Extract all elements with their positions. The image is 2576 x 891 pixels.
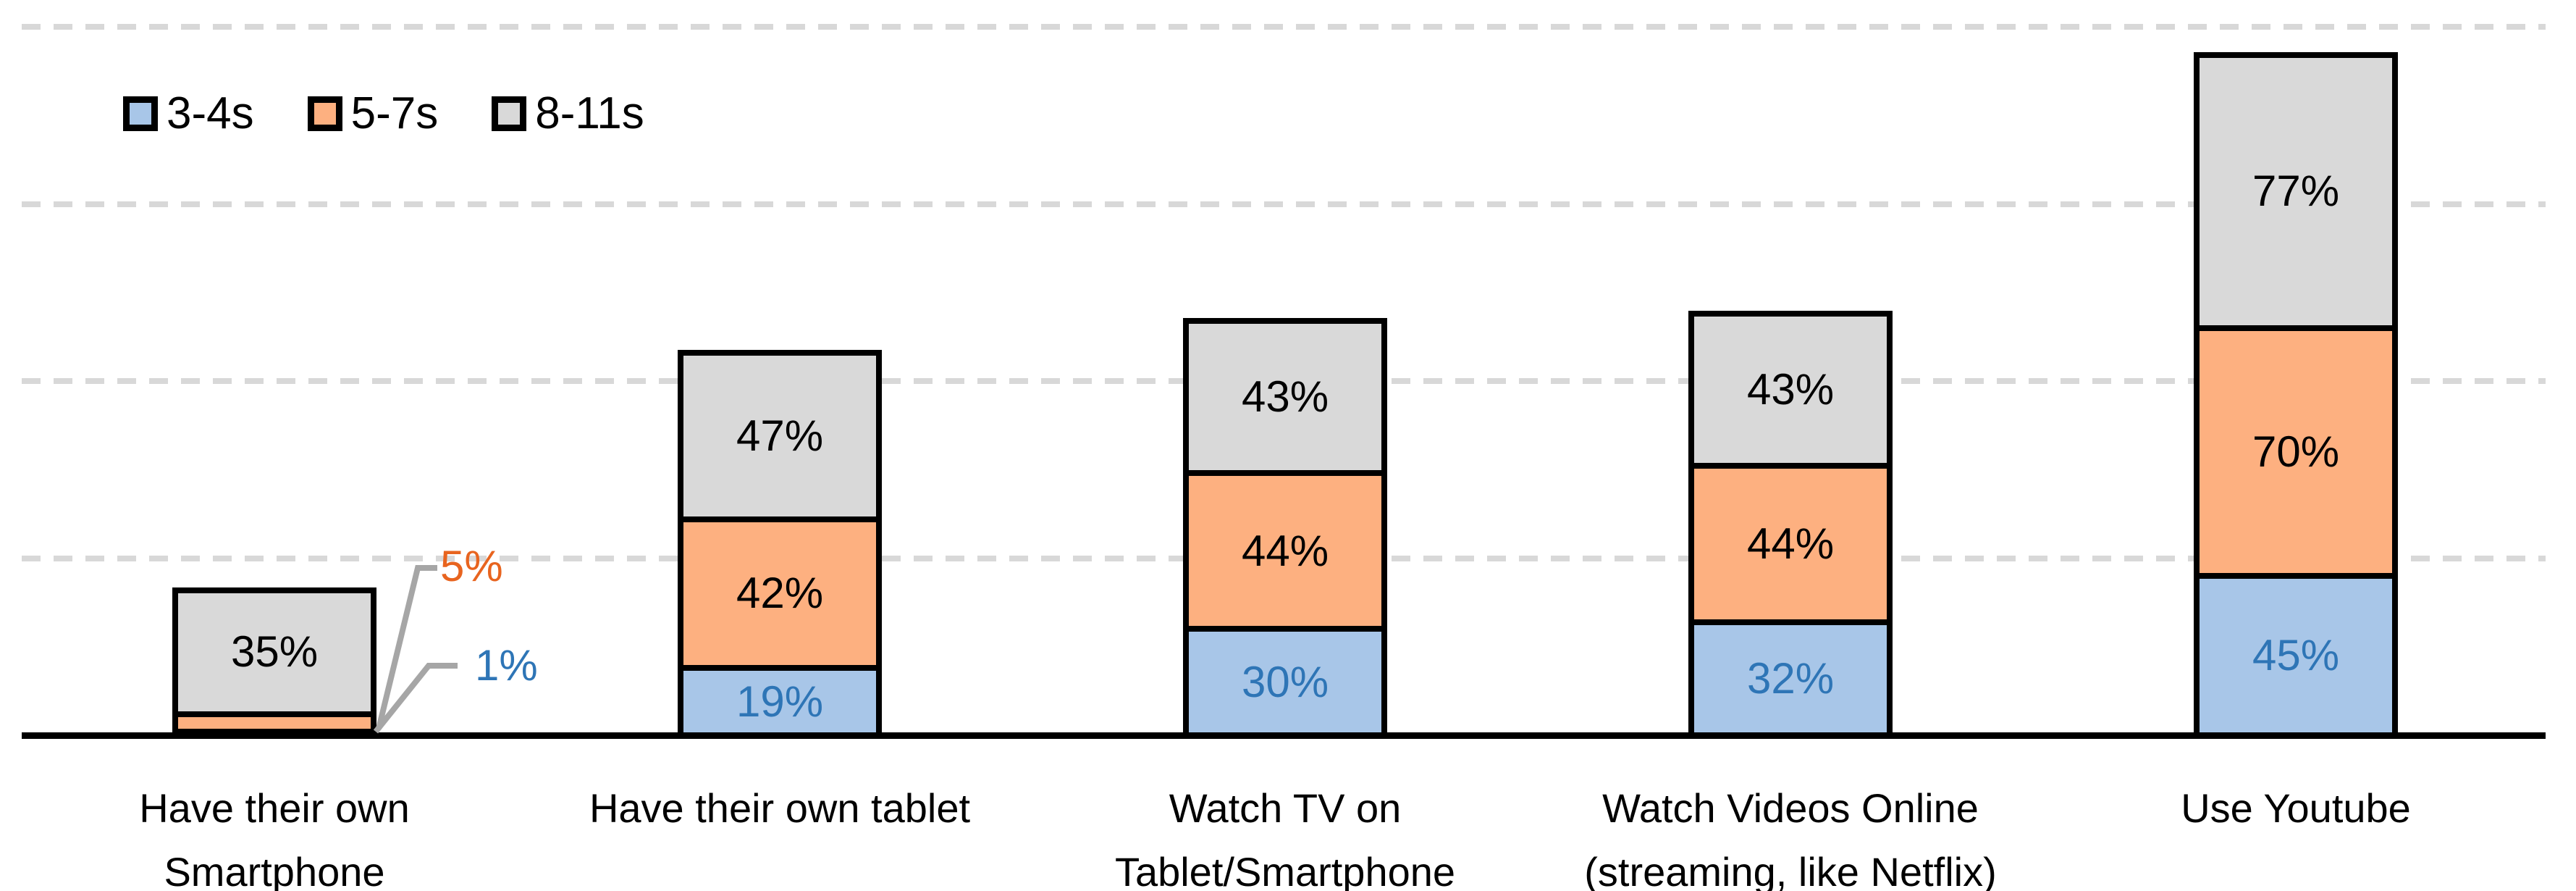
bar-segment-8-11s: [1183, 317, 1387, 477]
bar-value-label: 44%: [1241, 526, 1329, 575]
legend-label: 8-11s: [535, 88, 644, 138]
legend-swatch: [492, 96, 527, 131]
bar-value-label: 43%: [1746, 365, 1835, 414]
bar-value-label: 42%: [736, 569, 824, 618]
bar-segment-5-7s: [1688, 463, 1893, 625]
bar-segment-8-11s: [172, 587, 376, 717]
bar-value-label: 32%: [1746, 653, 1835, 703]
callout-value-label: 1%: [475, 641, 538, 690]
legend-label: 3-4s: [167, 88, 254, 138]
legend-item-8-11s: 8-11s: [492, 91, 644, 136]
bar-value-label: 47%: [736, 411, 824, 460]
bar-value-label: 30%: [1241, 657, 1329, 706]
bar-value-label: 77%: [2252, 167, 2340, 216]
category-label: Watch TV on Tablet/Smartphone: [1114, 785, 1456, 891]
gridline-200pct: [22, 24, 2546, 30]
bar-value-label: 70%: [2252, 427, 2340, 476]
bar-value-label: 35%: [230, 627, 319, 677]
category-label: Watch Videos Online (streaming, like Net…: [1584, 785, 1997, 891]
bar-segment-8-11s: [678, 349, 882, 522]
legend-swatch: [307, 96, 342, 131]
category-label: Have their own tablet: [589, 785, 971, 831]
bar-segment-5-7s: [2194, 325, 2398, 579]
bar-value-label: 43%: [1241, 372, 1329, 421]
leader-line: [376, 565, 437, 729]
bar-value-label: 45%: [2252, 630, 2340, 679]
category-label: Use Youtube: [2181, 785, 2411, 831]
bar-segment-8-11s: [1688, 311, 1893, 469]
bar-segment-8-11s: [2194, 52, 2398, 331]
legend-item-3-4s: 3-4s: [123, 91, 254, 136]
bar-segment-3-4s: [1183, 626, 1387, 738]
legend: 3-4s 5-7s 8-11s: [123, 91, 644, 136]
legend-item-5-7s: 5-7s: [307, 88, 439, 138]
leader-line: [373, 663, 458, 734]
bar-segment-5-7s: [678, 516, 882, 672]
category-label: Have their own Smartphone: [139, 785, 410, 891]
bar-segment-3-4s: [1688, 619, 1893, 738]
gridline-150pct: [22, 201, 2546, 207]
legend-label: 5-7s: [350, 88, 439, 138]
bar-value-label: 19%: [736, 677, 824, 726]
bar-value-label: 44%: [1746, 519, 1835, 568]
legend-swatch: [123, 96, 158, 131]
callout-value-label: 5%: [440, 542, 503, 590]
